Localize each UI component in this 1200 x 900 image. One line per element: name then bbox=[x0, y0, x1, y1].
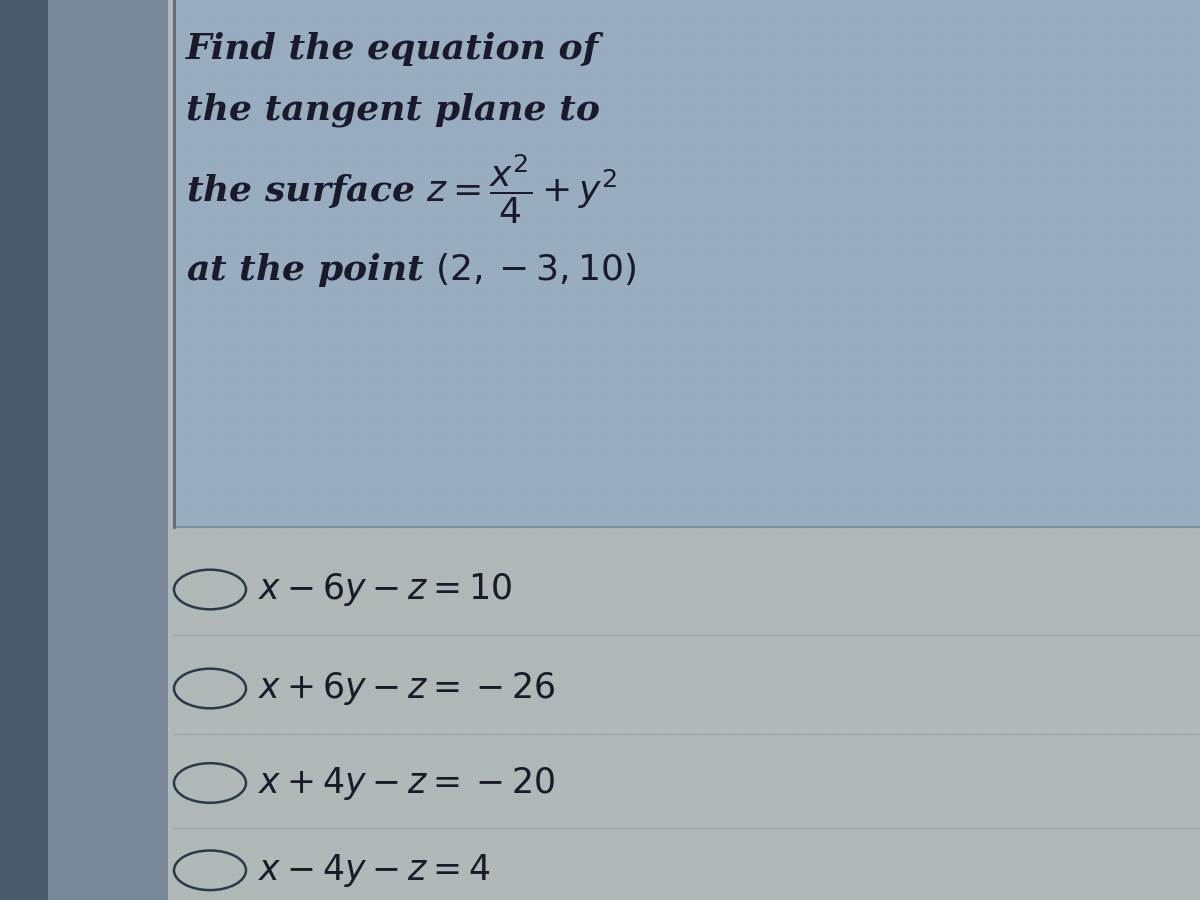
Text: $x - 6y - z = 10$: $x - 6y - z = 10$ bbox=[258, 571, 512, 608]
Text: $x + 6y - z = -26$: $x + 6y - z = -26$ bbox=[258, 670, 554, 707]
Text: Find the equation of: Find the equation of bbox=[186, 32, 599, 67]
Text: the surface $z = \dfrac{x^2}{4} + y^2$: the surface $z = \dfrac{x^2}{4} + y^2$ bbox=[186, 152, 618, 226]
Bar bbox=[0, 0, 48, 900]
Text: at the point $(2, -3, 10)$: at the point $(2, -3, 10)$ bbox=[186, 251, 636, 289]
Text: $x + 4y - z = -20$: $x + 4y - z = -20$ bbox=[258, 764, 554, 802]
Bar bbox=[48, 0, 168, 900]
Bar bbox=[174, 526, 1200, 900]
Text: the tangent plane to: the tangent plane to bbox=[186, 93, 600, 127]
Bar bbox=[174, 0, 1200, 526]
Text: $x - 4y - z = 4$: $x - 4y - z = 4$ bbox=[258, 851, 491, 889]
